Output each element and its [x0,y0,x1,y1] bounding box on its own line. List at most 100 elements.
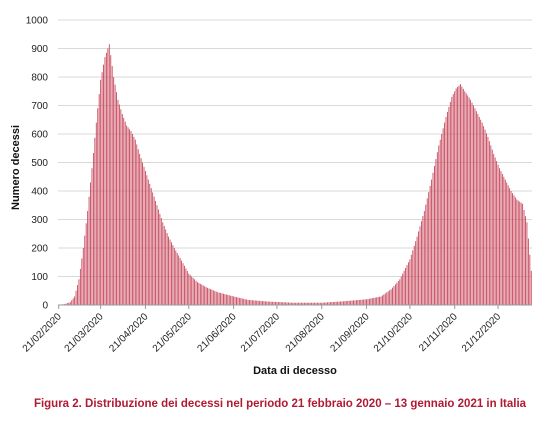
bar [283,302,285,305]
bar [256,300,258,305]
bar [172,245,174,305]
bar [131,134,133,305]
bar [201,284,203,305]
bar [475,111,477,305]
bar [383,294,385,305]
bar [77,285,78,305]
bar [176,252,178,305]
figure-caption: Figura 2. Distribuzione dei decessi nel … [33,398,527,410]
bar [116,92,117,305]
bar [218,292,220,305]
bar [81,258,83,305]
bar [439,139,441,305]
bar [179,257,181,305]
bar [236,297,237,305]
bar [530,270,532,305]
bar [175,250,177,305]
bar [431,179,433,305]
bar [468,97,470,305]
y-tick-label: 0 [42,301,48,312]
bar [322,302,324,306]
bar [104,57,106,305]
bar [328,302,330,305]
bar [384,293,386,305]
bar [342,301,344,305]
bar [276,301,278,305]
bar [410,254,412,305]
bar [273,301,275,305]
bar [246,299,248,305]
bar [347,300,349,305]
bar [507,185,509,305]
bar [319,302,321,305]
bar [366,299,367,305]
bar [202,285,204,305]
bar [185,268,187,305]
bar [92,153,94,305]
bar [247,299,249,305]
bar [240,298,242,305]
bar [374,297,376,305]
bar [454,91,456,305]
bar [393,286,395,305]
bars [58,44,532,306]
bar [415,241,417,305]
bar [211,289,213,305]
bar [94,137,96,305]
bar [302,302,304,305]
bar [197,282,198,305]
bar [354,300,356,305]
bar [84,235,86,305]
bar [270,301,272,305]
bar [379,296,380,305]
bar [493,153,495,305]
bar [525,216,526,305]
bar [345,301,347,305]
bar [299,302,301,305]
bar [111,66,113,305]
x-tick-label: 21/06/2020 [196,311,239,354]
bar [312,302,314,305]
bar [237,297,239,305]
bar [465,93,467,305]
bar [262,301,263,305]
bar [263,301,265,305]
bar [389,290,391,305]
bar [460,84,461,306]
bar [422,216,424,305]
bar [90,182,91,305]
bar [526,222,528,305]
bar [124,121,126,306]
bar [484,129,486,305]
bar [321,302,323,305]
bar [370,298,372,305]
bar [144,171,146,305]
bar [296,302,298,305]
bar [220,292,222,305]
bar [266,301,268,305]
bar [289,302,291,305]
bar [223,293,224,305]
bar [152,192,154,305]
bar [327,302,328,305]
x-tick-label: 21/11/2020 [417,311,460,354]
bar [438,145,440,305]
bar [173,248,175,305]
bar [386,292,388,305]
bar [137,149,139,305]
bar [348,300,350,305]
bar [399,279,401,305]
y-tick-label: 300 [31,215,48,226]
bar [331,302,333,305]
bar [195,280,197,305]
y-tick-label: 700 [31,101,48,112]
x-tick-label: 21/07/2020 [239,311,282,354]
y-tick-label: 500 [31,158,48,169]
bar [170,242,172,305]
bar [98,94,100,305]
bar [130,131,132,305]
bar [470,99,472,305]
bar [189,275,191,305]
bar [288,302,289,305]
